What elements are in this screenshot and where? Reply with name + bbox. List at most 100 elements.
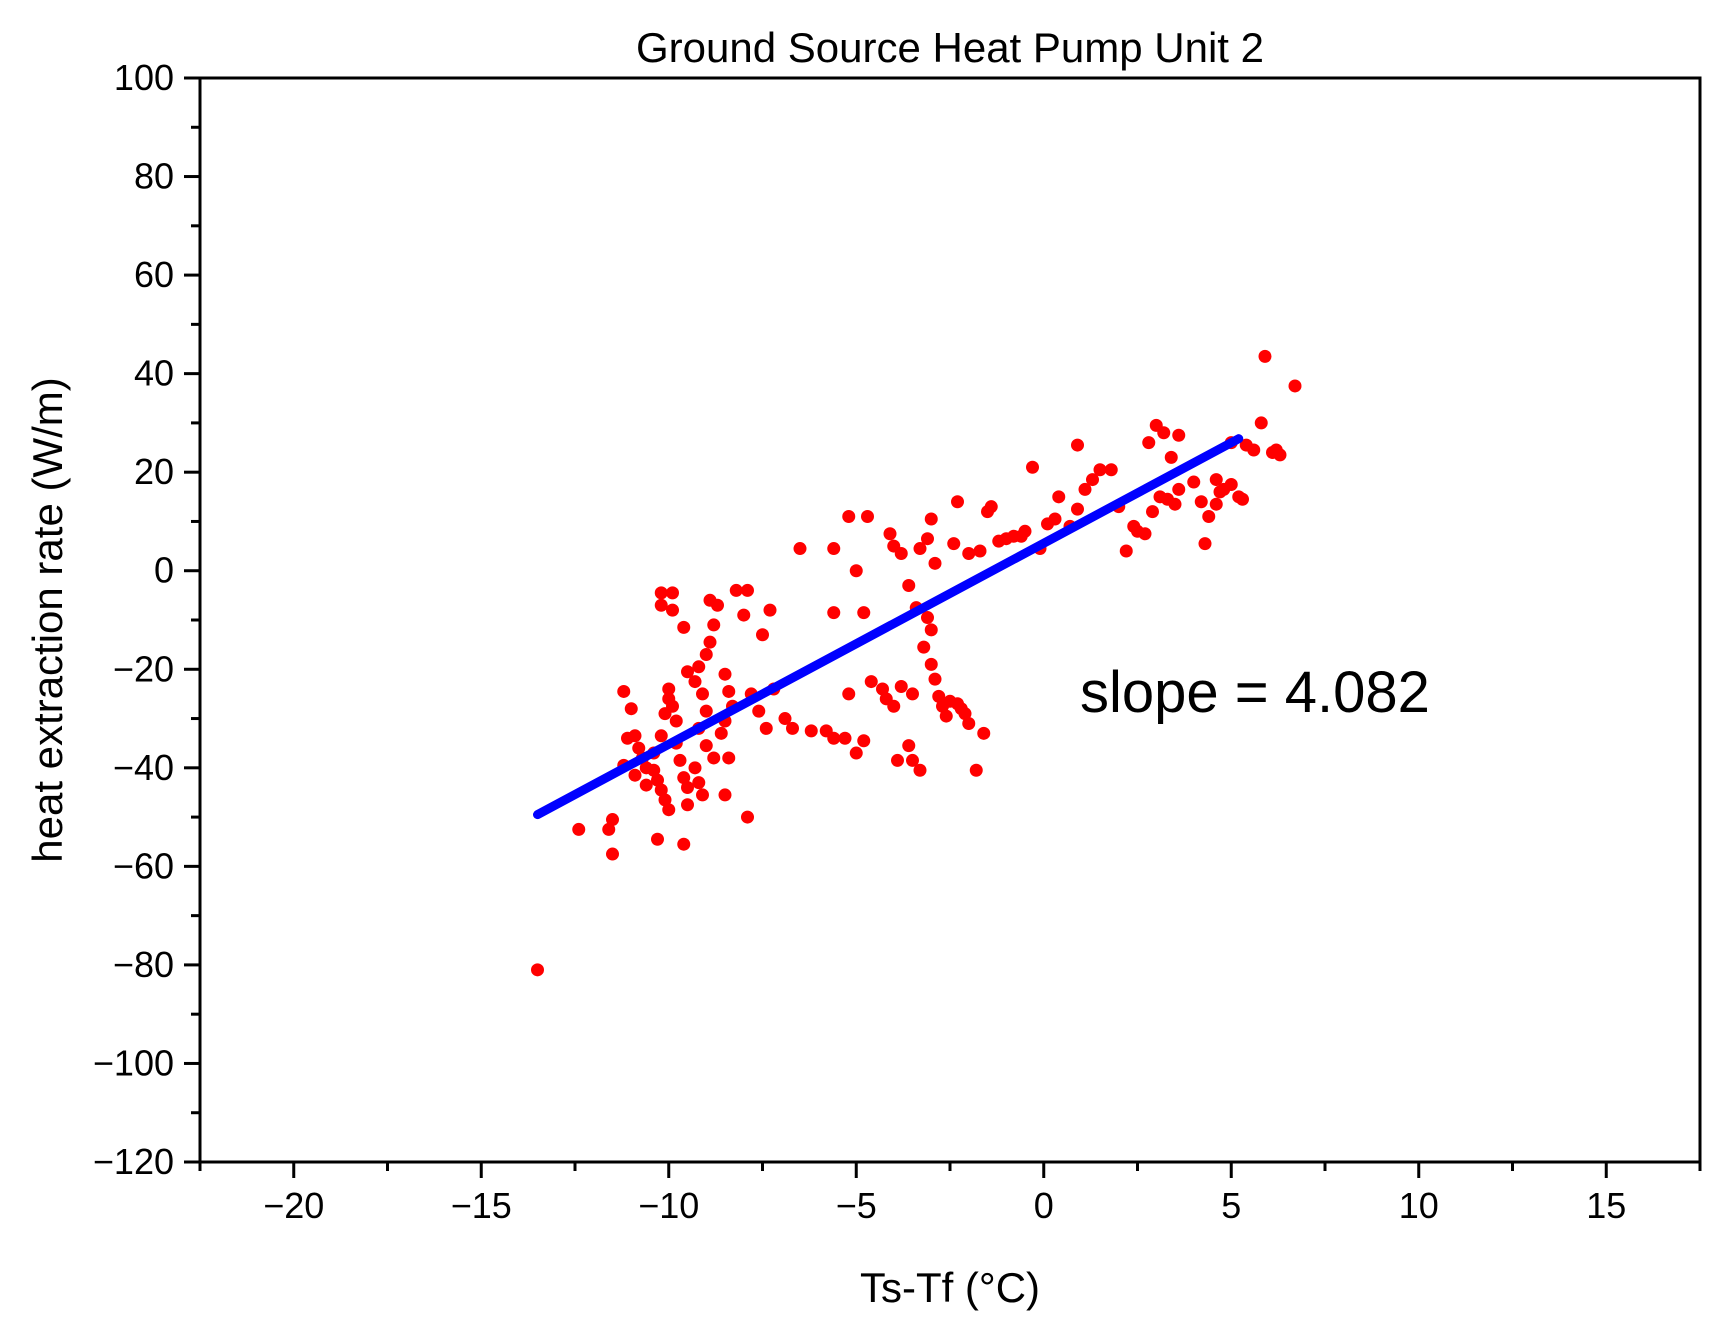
data-point	[617, 684, 631, 698]
data-point	[639, 778, 653, 792]
data-point	[1172, 482, 1186, 496]
data-point	[714, 726, 728, 740]
y-tick-label: −100	[93, 1042, 174, 1083]
data-point	[662, 682, 676, 696]
data-point	[722, 684, 736, 698]
data-point	[752, 704, 766, 718]
data-point	[924, 512, 938, 526]
data-point	[1288, 379, 1302, 393]
data-point	[1052, 490, 1066, 504]
data-point	[1194, 495, 1208, 509]
x-tick-label: 10	[1399, 1185, 1439, 1226]
data-point	[624, 702, 638, 716]
data-point	[602, 822, 616, 836]
data-point	[1209, 497, 1223, 511]
data-point	[786, 721, 799, 735]
data-point	[666, 699, 679, 713]
data-point	[947, 537, 961, 551]
data-point	[1236, 492, 1249, 506]
data-point	[1142, 436, 1156, 450]
data-point	[849, 746, 863, 760]
data-point	[1247, 443, 1261, 457]
data-point	[932, 689, 946, 703]
data-point	[692, 776, 706, 790]
data-point	[913, 542, 927, 556]
x-tick-label: 15	[1586, 1185, 1626, 1226]
data-point	[707, 751, 721, 765]
data-point	[707, 618, 721, 632]
data-point	[688, 761, 702, 775]
y-tick-label: 0	[154, 550, 174, 591]
data-point	[658, 793, 672, 807]
data-point	[632, 741, 646, 755]
data-point	[902, 579, 916, 593]
y-tick-label: −40	[113, 747, 174, 788]
x-tick-labels: −20 −15 −10 −5 0 5 10 15	[263, 1185, 1626, 1226]
data-point	[1213, 485, 1227, 499]
data-point	[677, 620, 691, 634]
data-point	[666, 586, 679, 600]
data-point	[887, 699, 901, 713]
y-axis-label: heat extraction rate (W/m)	[24, 377, 71, 862]
data-point	[759, 721, 773, 735]
y-tick-label: 60	[134, 254, 174, 295]
data-point	[861, 510, 874, 524]
data-point	[827, 542, 841, 556]
y-tick-label: −60	[113, 845, 174, 886]
data-point	[902, 739, 916, 753]
data-point	[939, 709, 953, 723]
data-point	[673, 753, 687, 767]
data-point	[703, 593, 717, 607]
data-point	[894, 546, 908, 560]
data-point	[1164, 450, 1178, 464]
x-tick-label: −5	[836, 1185, 877, 1226]
data-point	[962, 716, 976, 730]
y-tick-label: 100	[114, 57, 174, 98]
data-point	[666, 603, 679, 617]
data-point	[1172, 428, 1186, 442]
data-point	[696, 788, 709, 802]
y-tick-label: −120	[93, 1141, 174, 1182]
data-point	[891, 753, 904, 767]
x-tick-label: −10	[638, 1185, 699, 1226]
data-point	[1187, 475, 1201, 489]
axis-ticks	[184, 76, 1702, 1178]
data-point	[849, 564, 863, 578]
data-point	[654, 586, 668, 600]
data-point	[1048, 512, 1062, 526]
data-point	[741, 810, 754, 824]
data-point	[913, 763, 927, 777]
data-point	[729, 583, 743, 597]
data-point	[699, 647, 713, 661]
data-point	[864, 675, 878, 689]
y-tick-label: −20	[113, 648, 174, 689]
x-tick-label: −15	[451, 1185, 512, 1226]
data-point	[654, 598, 668, 612]
y-tick-label: −80	[113, 944, 174, 985]
data-point	[842, 510, 856, 524]
data-point	[984, 500, 998, 514]
data-point	[692, 660, 706, 674]
data-point	[842, 687, 856, 701]
data-point	[654, 783, 668, 797]
data-point	[651, 773, 664, 787]
data-point	[572, 822, 586, 836]
data-point	[1071, 502, 1084, 516]
data-point	[531, 963, 544, 977]
data-point	[1198, 537, 1212, 551]
data-point	[917, 640, 931, 654]
data-point	[654, 729, 668, 743]
data-point	[1224, 478, 1238, 491]
data-point	[1119, 544, 1133, 558]
y-tick-labels: 100 80 60 40 20 0 −20 −40 −60 −80 −100 −120	[93, 57, 174, 1182]
data-point	[977, 726, 991, 740]
slope-annotation: slope = 4.082	[1080, 660, 1430, 725]
data-point	[662, 803, 676, 817]
data-point	[857, 734, 871, 748]
x-tick-label: −20	[263, 1185, 324, 1226]
data-point	[699, 739, 713, 753]
data-point	[681, 665, 694, 679]
data-point	[1202, 510, 1216, 524]
